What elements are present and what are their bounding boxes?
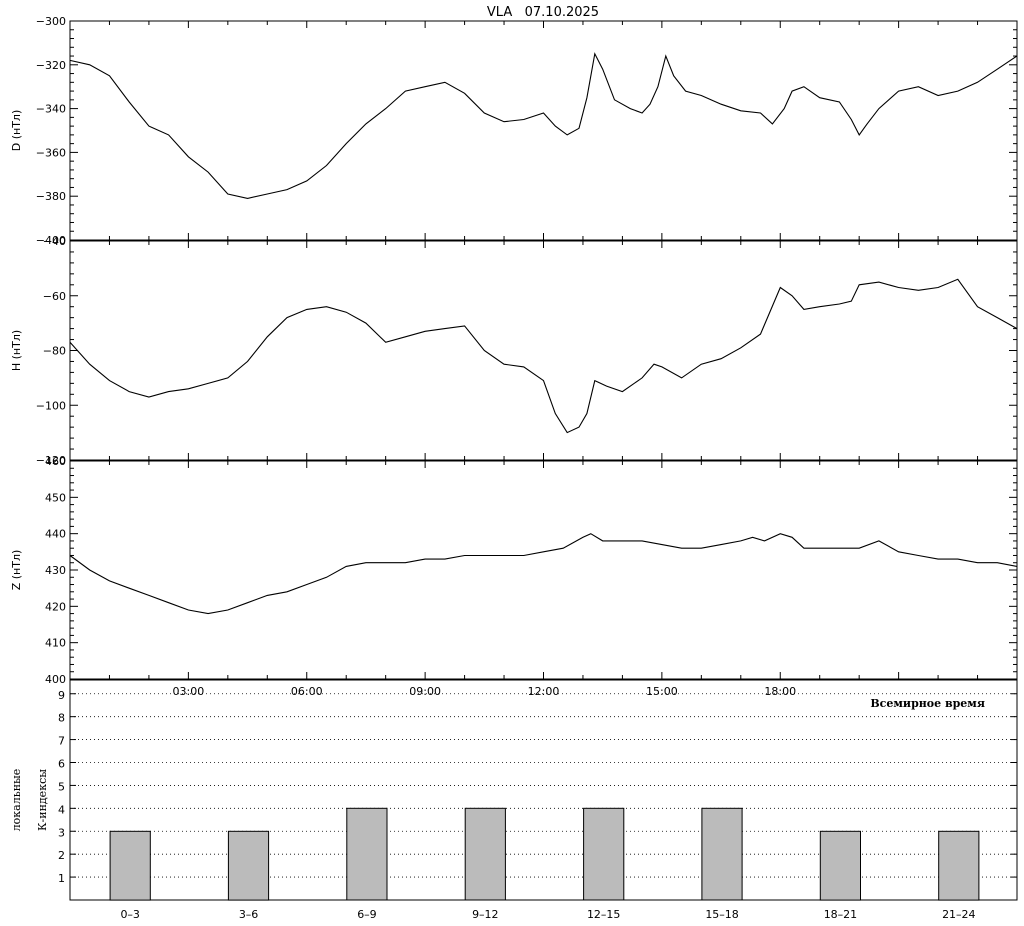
x-category-label: 3–6 bbox=[239, 908, 259, 921]
y-tick-label: −300 bbox=[36, 15, 66, 28]
y-tick-label: 2 bbox=[58, 849, 65, 862]
k-index-bar bbox=[819, 830, 861, 901]
x-tick-label: 03:00 bbox=[173, 685, 205, 698]
x-category-label: 0–3 bbox=[120, 908, 140, 921]
y-tick-label: 400 bbox=[45, 673, 66, 686]
x-tick-label: 15:00 bbox=[646, 685, 678, 698]
x-category-label: 6–9 bbox=[357, 908, 377, 921]
y-tick-label: 460 bbox=[45, 455, 66, 468]
x-category-label: 12–15 bbox=[587, 908, 621, 921]
data-series-line-2 bbox=[69, 278, 1018, 434]
y-tick-label: −100 bbox=[36, 399, 66, 412]
y-tick-label: −400 bbox=[36, 234, 66, 247]
y-tick-label: 9 bbox=[58, 689, 65, 702]
y-tick-label: 450 bbox=[45, 491, 66, 504]
y-tick-label: 8 bbox=[58, 712, 65, 725]
y-tick-label: 1 bbox=[58, 872, 65, 885]
x-axis-label: Всемирное время bbox=[870, 697, 985, 710]
k-index-bar bbox=[701, 807, 743, 901]
x-tick-label: 18:00 bbox=[764, 685, 796, 698]
y-tick-label: 3 bbox=[58, 826, 65, 839]
y-tick-label: 410 bbox=[45, 637, 66, 650]
y-tick-label: −80 bbox=[43, 345, 66, 358]
y-axis-label-line1: локальные bbox=[10, 769, 23, 832]
panel-1-frame bbox=[69, 20, 1018, 241]
k-index-bar bbox=[938, 830, 980, 901]
x-category-label: 18–21 bbox=[824, 908, 858, 921]
y-axis-label: D (нТл) bbox=[10, 110, 23, 152]
y-axis-label-line2: К-индексы bbox=[36, 769, 49, 831]
x-category-label: 21–24 bbox=[942, 908, 976, 921]
data-series-line-3 bbox=[69, 533, 1018, 615]
y-tick-label: −340 bbox=[36, 103, 66, 116]
y-tick-label: −380 bbox=[36, 190, 66, 203]
y-axis-label: Z (нТл) bbox=[10, 550, 23, 591]
k-index-bar bbox=[464, 807, 506, 901]
x-tick-label: 12:00 bbox=[528, 685, 560, 698]
y-tick-label: 6 bbox=[58, 758, 65, 771]
plot-layer: −300 −320 −340 −360 −380 −400 D (нТл) −40 −60 −80… bbox=[10, 15, 1018, 921]
x-category-label: 9–12 bbox=[472, 908, 499, 921]
panel-4-frame bbox=[69, 679, 1018, 901]
y-tick-label: −360 bbox=[36, 146, 66, 159]
y-tick-label: 430 bbox=[45, 564, 66, 577]
y-tick-label: −40 bbox=[43, 235, 66, 248]
k-index-bar bbox=[227, 830, 270, 901]
y-tick-label: 5 bbox=[58, 780, 65, 793]
y-tick-label: 7 bbox=[58, 735, 65, 748]
x-tick-label: 06:00 bbox=[291, 685, 323, 698]
y-axis-label: H (нТл) bbox=[10, 330, 23, 371]
y-tick-label: −60 bbox=[43, 290, 66, 303]
y-tick-label: −320 bbox=[36, 59, 66, 72]
panel-2-frame bbox=[69, 240, 1018, 461]
x-category-label: 15–18 bbox=[705, 908, 739, 921]
k-index-bar bbox=[583, 807, 625, 901]
k-index-bar bbox=[346, 807, 388, 901]
y-tick-label: −120 bbox=[36, 454, 66, 467]
chart-title: VLA 07.10.2025 bbox=[487, 5, 599, 20]
panel-3-frame bbox=[69, 460, 1018, 680]
y-tick-label: 420 bbox=[45, 600, 66, 613]
y-tick-label: 440 bbox=[45, 528, 66, 541]
x-tick-label: 09:00 bbox=[409, 685, 441, 698]
k-index-bar bbox=[109, 830, 151, 901]
y-tick-label: 4 bbox=[58, 803, 65, 816]
data-series-line-1 bbox=[69, 52, 1018, 199]
